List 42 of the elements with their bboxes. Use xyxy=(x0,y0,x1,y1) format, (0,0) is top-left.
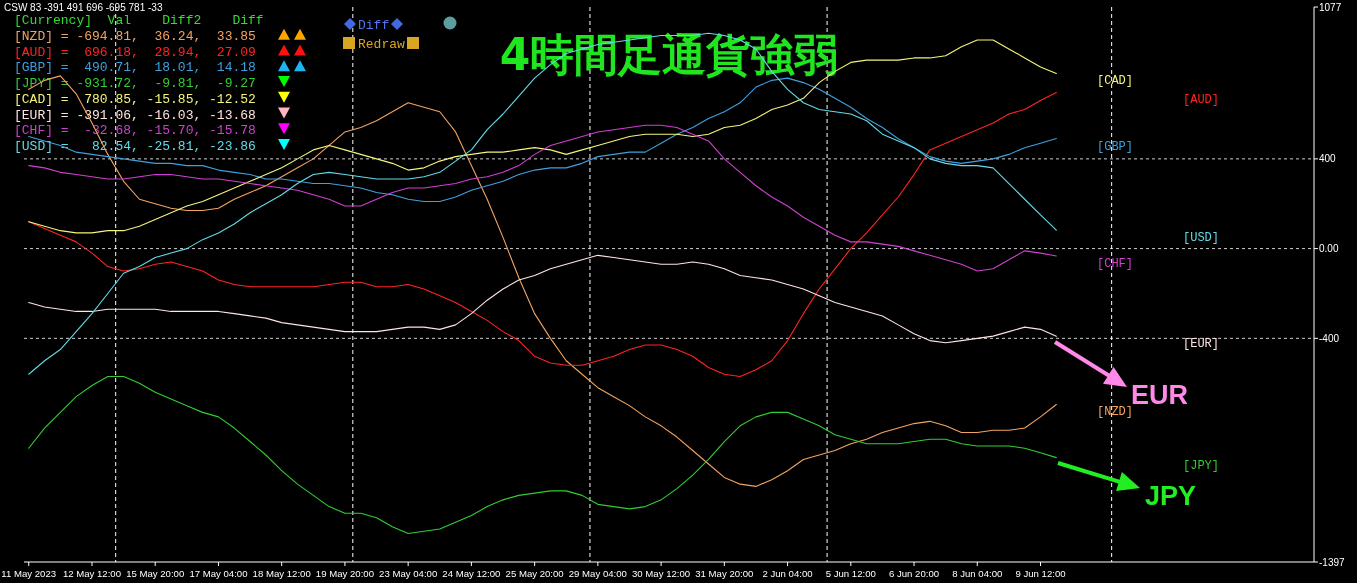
x-tick-label: 12 May 12:00 xyxy=(62,568,122,579)
x-tick-label: 8 Jun 04:00 xyxy=(952,568,1003,579)
text: [GBP] xyxy=(1097,139,1134,154)
x-tick-label: 6 Jun 20:00 xyxy=(888,568,940,579)
x-tick-label: 24 May 12:00 xyxy=(442,568,501,579)
x-tick-label: 31 May 20:00 xyxy=(695,568,754,579)
x-tick-label: 11 May 2023 xyxy=(1,568,57,579)
y-tick-label: 400 xyxy=(1319,153,1337,165)
y-tick-label: -1397 xyxy=(1319,556,1346,568)
x-tick-label: 17 May 04:00 xyxy=(189,568,248,579)
annotation: [Currency] Val Diff2 Diff xyxy=(14,13,264,28)
x-tick-label: 25 May 20:00 xyxy=(505,568,564,579)
text: [JPY] xyxy=(1183,458,1220,473)
x-tick-label: 19 May 20:00 xyxy=(315,568,374,579)
annotation: CSW 83 -391 491 696 -695 781 -33 xyxy=(4,2,163,13)
x-tick-label: 30 May 12:00 xyxy=(632,568,691,579)
text: [NZD] xyxy=(1097,405,1134,420)
y-tick-label: -400 xyxy=(1319,332,1340,344)
x-tick-label: 9 Jun 12:00 xyxy=(1015,568,1066,579)
annotation: Redraw xyxy=(358,37,406,52)
text: [EUR] xyxy=(1183,337,1220,352)
x-tick-label: 29 May 04:00 xyxy=(568,568,627,579)
x-tick-label: 2 Jun 04:00 xyxy=(762,568,813,579)
annotation: JPY xyxy=(1145,481,1197,511)
annotation: [GBP] = 490.71, 18.01, 14.18 xyxy=(14,60,256,76)
text: [CAD] xyxy=(1097,74,1134,89)
text: [USD] xyxy=(1183,231,1220,246)
text: [CHF] xyxy=(1097,256,1134,271)
annotation: [NZD] = -694.81, 36.24, 33.85 xyxy=(14,28,256,44)
x-tick-label: 5 Jun 12:00 xyxy=(825,568,876,579)
line-series xyxy=(28,375,1057,535)
annotation: [AUD] = 696.18, 28.94, 27.09 xyxy=(14,44,256,60)
y-tick-label: 0.00 xyxy=(1319,243,1339,255)
text: [AUD] xyxy=(1183,93,1220,108)
x-tick-label: 18 May 12:00 xyxy=(252,568,311,579)
x-tick-label: 15 May 20:00 xyxy=(126,568,185,579)
annotation: EUR xyxy=(1131,380,1189,410)
annotation: Diff xyxy=(358,18,390,33)
line-series xyxy=(28,254,1057,344)
y-tick-label: 1077 xyxy=(1319,1,1342,13)
annotation: [CAD] = 780.85, -15.85, -12.52 xyxy=(14,91,256,107)
x-tick-label: 23 May 04:00 xyxy=(379,568,438,579)
